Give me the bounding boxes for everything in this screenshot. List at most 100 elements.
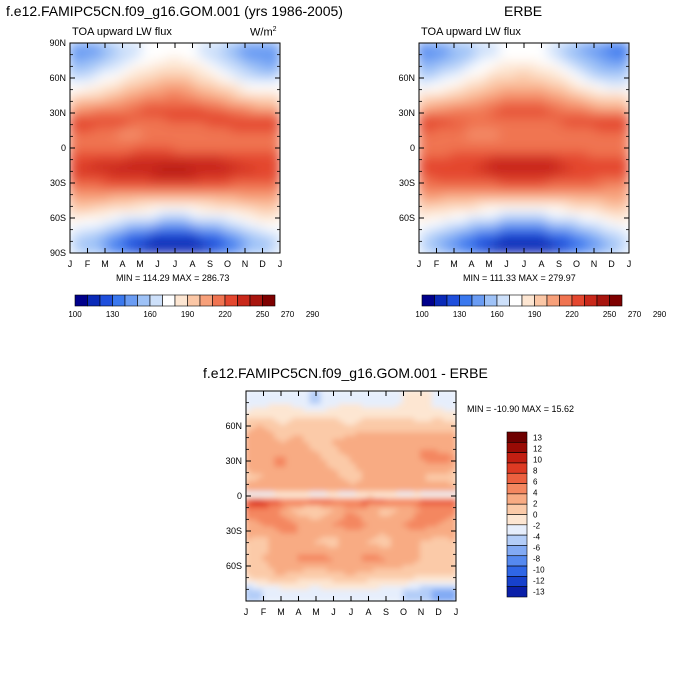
heatmap-cell [595, 112, 606, 119]
heatmap-cell [361, 418, 370, 424]
heatmap-cell [619, 217, 629, 224]
heatmap-cell [230, 47, 241, 54]
heatmap-cell [408, 554, 417, 560]
heatmap-cell [431, 551, 440, 557]
heatmap-cell [355, 596, 364, 601]
heatmap-cell [523, 112, 534, 119]
heatmap-cell [619, 142, 629, 149]
heatmap-cell [280, 411, 288, 417]
heatmap-cell [285, 470, 294, 476]
heatmap-cell [198, 52, 209, 59]
heatmap-cell [367, 502, 376, 508]
heatmap-cell [523, 152, 534, 159]
heatmap-cell [396, 481, 405, 487]
heatmap-cell [425, 575, 434, 581]
heatmap-cell [315, 435, 323, 441]
heatmap-cell [431, 470, 440, 476]
heatmap-cell [280, 432, 288, 438]
heatmap-cell [442, 172, 453, 179]
heatmap-cell [396, 432, 405, 438]
heatmap-cell [539, 147, 550, 154]
heatmap-cell [309, 530, 317, 536]
heatmap-cell [70, 47, 80, 54]
heatmap-cell [466, 52, 477, 59]
heatmap-cell [396, 435, 405, 441]
heatmap-cell [443, 470, 452, 476]
heatmap-cell [437, 547, 446, 553]
heatmap-cell [285, 460, 294, 466]
heatmap-cell [101, 162, 112, 169]
heatmap-cell [274, 523, 282, 529]
heatmap-cell [285, 393, 294, 399]
heatmap-cell [157, 77, 168, 84]
heatmap-cell [303, 414, 312, 420]
heatmap-cell [449, 537, 456, 543]
heatmap-cell [506, 242, 517, 249]
heatmap-cell [619, 162, 629, 169]
heatmap-cell [338, 407, 347, 413]
heatmap-cell [250, 530, 259, 536]
heatmap-cell [174, 147, 185, 154]
heatmap-cell [174, 127, 185, 134]
heatmap-cell [419, 172, 429, 179]
heatmap-cell [434, 52, 445, 59]
heatmap-cell [133, 97, 144, 104]
heatmap-cell [268, 561, 277, 567]
heatmap-cell [320, 481, 329, 487]
heatmap-cell [280, 397, 288, 403]
heatmap-cell [262, 565, 271, 571]
heatmap-cell [326, 533, 335, 539]
heatmap-cell [246, 456, 253, 462]
heatmap-cell [344, 391, 352, 396]
heatmap-cell [379, 460, 387, 466]
heatmap-cell [246, 87, 257, 94]
heatmap-cell [443, 400, 452, 406]
heatmap-cell [274, 393, 282, 399]
heatmap-cell [262, 453, 271, 459]
heatmap-cell [141, 97, 152, 104]
heatmap-cell [101, 67, 112, 74]
heatmap-cell [338, 397, 347, 403]
heatmap-cell [449, 411, 456, 417]
heatmap-cell [291, 397, 300, 403]
heatmap-cell [431, 505, 440, 511]
heatmap-cell [291, 509, 300, 515]
heatmap-cell [414, 442, 422, 448]
heatmap-cell [270, 122, 280, 129]
heatmap-cell [332, 488, 341, 494]
heatmap-cell [408, 477, 417, 483]
heatmap-cell [320, 463, 329, 469]
heatmap-cell [350, 491, 358, 497]
heatmap-cell [547, 43, 558, 49]
heatmap-cell [141, 172, 152, 179]
heatmap-cell [165, 62, 176, 69]
heatmap-cell [70, 152, 80, 159]
heatmap-cell [396, 565, 405, 571]
heatmap-cell [315, 460, 323, 466]
heatmap-cell [222, 222, 233, 229]
heatmap-cell [426, 202, 437, 209]
heatmap-cell [320, 421, 329, 427]
heatmap-cell [268, 512, 277, 518]
heatmap-cell [611, 197, 622, 204]
heatmap-cell [93, 157, 104, 164]
heatmap-cell [280, 418, 288, 424]
heatmap-cell [587, 97, 598, 104]
heatmap-cell [396, 572, 405, 578]
heatmap-cell [254, 217, 265, 224]
heatmap-cell [256, 495, 265, 501]
heatmap-cell [303, 554, 312, 560]
heatmap-cell [315, 474, 323, 480]
heatmap-cell [174, 192, 185, 199]
heatmap-cell [262, 593, 271, 599]
colorbar-box [99, 294, 113, 307]
heatmap-cell [303, 435, 312, 441]
heatmap-cell [361, 540, 370, 546]
heatmap-cell [320, 589, 329, 595]
heatmap-cell [222, 217, 233, 224]
heatmap-cell [408, 481, 417, 487]
heatmap-cell [238, 242, 249, 249]
heatmap-cell [285, 509, 294, 515]
heatmap-cell [402, 516, 411, 522]
heatmap-cell [355, 460, 364, 466]
